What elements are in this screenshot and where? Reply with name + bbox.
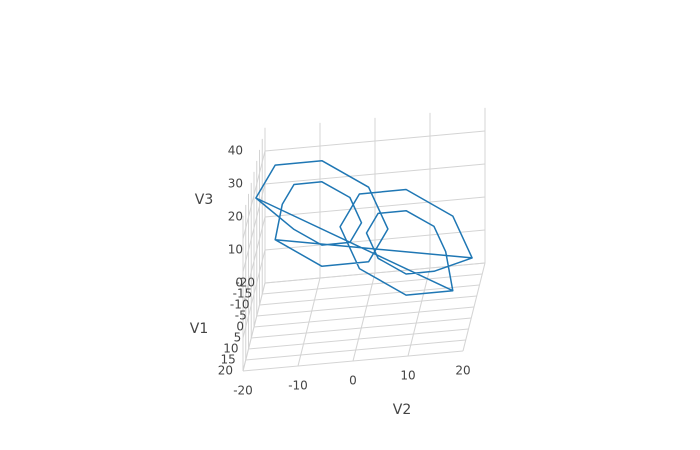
- grid-line: [264, 130, 486, 152]
- grid-line: [264, 229, 486, 251]
- grid-line: [462, 262, 486, 352]
- y-axis-title: V2: [393, 402, 411, 418]
- z-tick-label: 30: [228, 177, 243, 191]
- grid-line: [242, 249, 266, 339]
- x-tick-label: -15: [233, 287, 253, 301]
- x-tick-label: 20: [218, 364, 233, 378]
- y-tick-label: -20: [233, 384, 253, 398]
- grid-line: [242, 282, 266, 372]
- z-tick-label: 10: [228, 243, 243, 257]
- y-tick-label: 20: [455, 364, 470, 378]
- grid-line: [407, 267, 431, 357]
- grid-line: [264, 196, 486, 218]
- y-tick-label: 0: [349, 374, 357, 388]
- grid-line: [297, 277, 321, 367]
- z-tick-label: 40: [228, 144, 243, 158]
- z-tick-label: 0: [235, 276, 243, 290]
- grid-line: [352, 272, 376, 362]
- trajectory: [255, 159, 473, 296]
- z-tick-label: 20: [228, 210, 243, 224]
- x-axis-title: V1: [190, 321, 208, 337]
- grid-line: [264, 163, 486, 185]
- grid-line: [242, 216, 266, 306]
- x-tick-label: 5: [234, 331, 242, 345]
- x-tick-label: -20: [235, 276, 255, 290]
- z-axis-title: V3: [195, 192, 213, 208]
- grid-line: [242, 150, 266, 240]
- x-tick-label: -5: [235, 309, 247, 323]
- y-tick-label: -10: [288, 379, 308, 393]
- x-tick-label: 0: [236, 320, 244, 334]
- grid-line: [242, 183, 266, 273]
- x-tick-label: -10: [230, 298, 250, 312]
- x-tick-label: 15: [220, 353, 235, 367]
- x-tick-label: 10: [223, 342, 238, 356]
- y-tick-label: 10: [400, 369, 415, 383]
